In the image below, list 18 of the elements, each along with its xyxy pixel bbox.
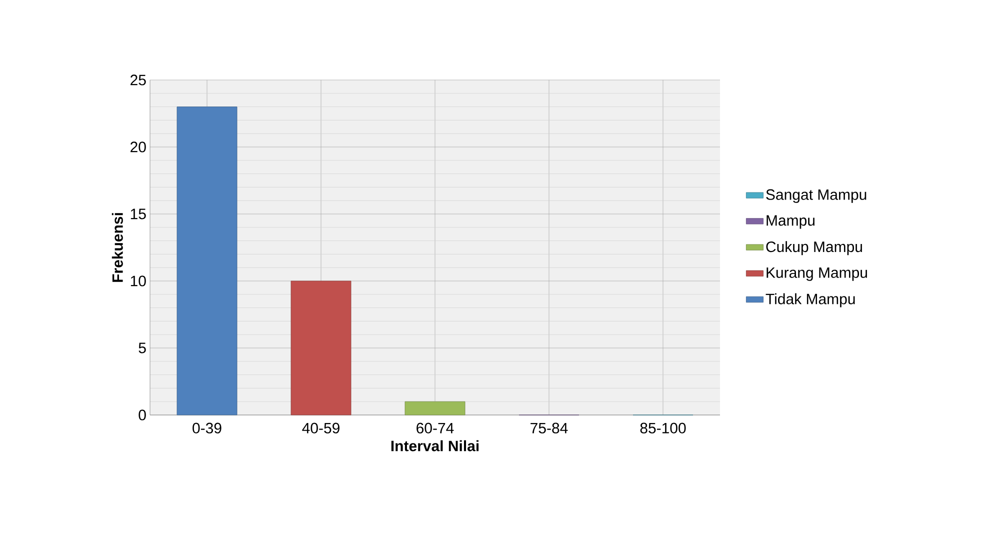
y-tick-label: 5 [138,342,146,354]
x-tick-label: 60-74 [416,422,454,434]
y-tick-label: 10 [130,276,146,286]
x-tick-label: 75-84 [530,422,568,434]
x-tick-label: 85-100 [640,422,686,434]
x-tick-label: 40-59 [302,422,340,434]
x-tick-label: 0-39 [192,422,222,434]
x-axis-title: Interval Nilai [391,440,479,452]
y-tick-label: 15 [130,208,146,220]
y-tick-label: 0 [138,410,146,420]
legend-label: Sangat Mampu [766,189,866,203]
y-tick-label: 25 [130,74,146,86]
y-axis-title: Frekuensi [112,213,123,282]
legend-label: Mampu [766,215,814,229]
legend-label: Kurang Mampu [766,267,867,281]
legend-label: Tidak Mampu [766,293,855,308]
y-tick-label: 20 [130,142,146,152]
legend-label: Cukup Mampu [766,241,862,256]
